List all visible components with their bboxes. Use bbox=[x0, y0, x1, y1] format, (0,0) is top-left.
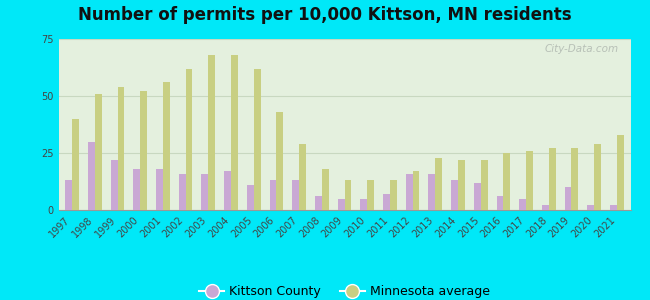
Bar bbox=[458, 160, 465, 210]
Bar bbox=[292, 180, 299, 210]
Bar bbox=[72, 119, 79, 210]
Bar bbox=[406, 173, 413, 210]
Bar bbox=[111, 160, 118, 210]
Bar bbox=[118, 87, 124, 210]
Bar bbox=[497, 196, 503, 210]
Bar bbox=[247, 185, 254, 210]
Bar bbox=[315, 196, 322, 210]
Bar bbox=[140, 92, 147, 210]
Bar bbox=[202, 173, 208, 210]
Bar bbox=[208, 55, 215, 210]
Bar bbox=[617, 135, 624, 210]
Bar bbox=[503, 153, 510, 210]
Bar bbox=[526, 151, 533, 210]
Legend: Kittson County, Minnesota average: Kittson County, Minnesota average bbox=[194, 280, 495, 300]
Bar bbox=[299, 144, 306, 210]
Bar bbox=[88, 142, 95, 210]
Bar bbox=[565, 187, 571, 210]
Bar bbox=[224, 171, 231, 210]
Bar bbox=[360, 199, 367, 210]
Bar bbox=[186, 69, 192, 210]
Bar bbox=[276, 112, 283, 210]
Bar bbox=[367, 180, 374, 210]
Text: Number of permits per 10,000 Kittson, MN residents: Number of permits per 10,000 Kittson, MN… bbox=[78, 6, 572, 24]
Bar bbox=[474, 183, 481, 210]
Bar bbox=[338, 199, 344, 210]
Bar bbox=[156, 169, 163, 210]
Bar bbox=[254, 69, 261, 210]
Bar bbox=[179, 173, 186, 210]
Bar bbox=[542, 206, 549, 210]
Bar bbox=[344, 180, 351, 210]
Bar bbox=[383, 194, 390, 210]
Bar bbox=[65, 180, 72, 210]
Bar bbox=[481, 160, 488, 210]
Bar bbox=[571, 148, 578, 210]
Bar bbox=[413, 171, 419, 210]
Bar bbox=[428, 173, 436, 210]
Bar bbox=[270, 180, 276, 210]
Bar bbox=[231, 55, 238, 210]
Bar bbox=[610, 206, 617, 210]
Text: City-Data.com: City-Data.com bbox=[545, 44, 619, 54]
Bar bbox=[390, 180, 396, 210]
Bar bbox=[133, 169, 140, 210]
Bar bbox=[451, 180, 458, 210]
Bar bbox=[322, 169, 329, 210]
Bar bbox=[594, 144, 601, 210]
Bar bbox=[95, 94, 101, 210]
Bar bbox=[163, 82, 170, 210]
Bar bbox=[588, 206, 594, 210]
Bar bbox=[436, 158, 442, 210]
Bar bbox=[549, 148, 556, 210]
Bar bbox=[519, 199, 526, 210]
